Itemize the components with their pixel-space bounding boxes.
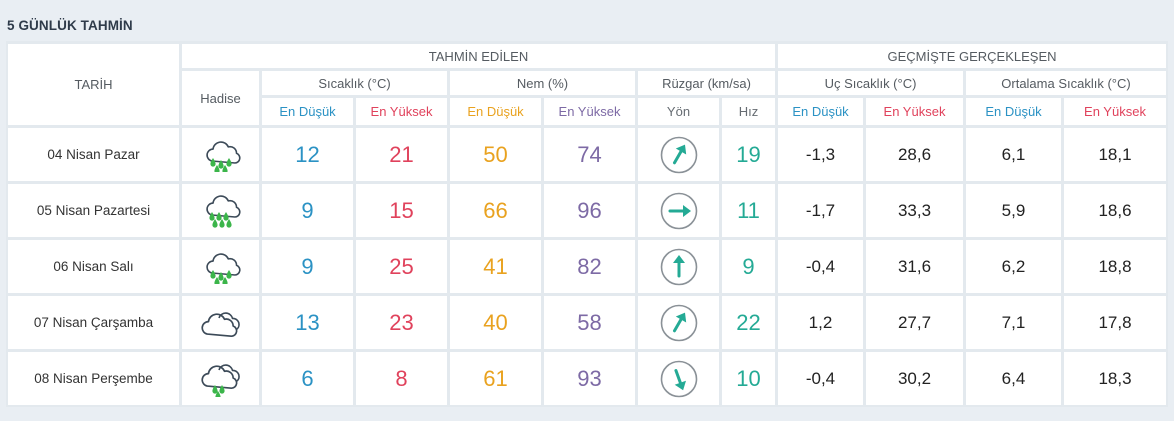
temp-max-cell: 25 (356, 240, 447, 293)
average-min-cell: 7,1 (966, 296, 1061, 349)
humidity-min-cell: 61 (450, 352, 541, 405)
humidity-max-cell: 93 (544, 352, 635, 405)
extreme-max-cell: 31,6 (866, 240, 963, 293)
wind-arrow-icon (659, 191, 699, 231)
header-sicaklik: Sıcaklık (°C) (262, 71, 447, 95)
header-hadise: Hadise (182, 71, 259, 125)
hadise-cell (182, 184, 259, 237)
humidity-max-cell: 74 (544, 128, 635, 181)
wind-direction-cell (638, 296, 719, 349)
temp-max-cell: 15 (356, 184, 447, 237)
wind-arrow-icon (659, 303, 699, 343)
temp-max-cell: 21 (356, 128, 447, 181)
wind-speed-cell: 9 (722, 240, 775, 293)
extreme-max-cell: 27,7 (866, 296, 963, 349)
wind-arrow-icon (659, 247, 699, 287)
wind-direction-cell (638, 184, 719, 237)
subheader-ortalama-en-dusuk: En Düşük (966, 98, 1061, 125)
wind-direction-cell (638, 128, 719, 181)
heavy-rain-cloud-icon (201, 193, 241, 229)
extreme-max-cell: 33,3 (866, 184, 963, 237)
average-min-cell: 6,1 (966, 128, 1061, 181)
hadise-cell (182, 128, 259, 181)
wind-direction-cell (638, 240, 719, 293)
average-min-cell: 6,4 (966, 352, 1061, 405)
wind-arrow-icon (659, 135, 699, 175)
temp-min-cell: 13 (262, 296, 353, 349)
rain-cloud-icon (201, 138, 241, 172)
average-min-cell: 5,9 (966, 184, 1061, 237)
extreme-max-cell: 28,6 (866, 128, 963, 181)
forecast-table: TARİH TAHMİN EDİLEN GEÇMİŞTE GERÇEKLEŞEN… (6, 41, 1168, 407)
header-ortalama-sicaklik: Ortalama Sıcaklık (°C) (966, 71, 1166, 95)
temp-min-cell: 12 (262, 128, 353, 181)
average-max-cell: 18,3 (1064, 352, 1166, 405)
extreme-min-cell: 1,2 (778, 296, 863, 349)
temp-min-cell: 6 (262, 352, 353, 405)
extreme-min-cell: -0,4 (778, 240, 863, 293)
temp-min-cell: 9 (262, 184, 353, 237)
subheader-uc-en-yuksek: En Yüksek (866, 98, 963, 125)
date-cell: 04 Nisan Pazar (8, 128, 179, 181)
subheader-uc-en-dusuk: En Düşük (778, 98, 863, 125)
temp-min-cell: 9 (262, 240, 353, 293)
subheader-ortalama-en-yuksek: En Yüksek (1064, 98, 1166, 125)
wind-speed-cell: 11 (722, 184, 775, 237)
average-max-cell: 18,1 (1064, 128, 1166, 181)
wind-direction-cell (638, 352, 719, 405)
wind-speed-cell: 10 (722, 352, 775, 405)
cloudy-icon (197, 309, 245, 337)
humidity-min-cell: 41 (450, 240, 541, 293)
rain-cloud-icon (201, 250, 241, 284)
header-gecmiste-gerceklesen: GEÇMİŞTE GERÇEKLEŞEN (778, 44, 1166, 68)
subheader-yon: Yön (638, 98, 719, 125)
subheader-nem-en-dusuk: En Düşük (450, 98, 541, 125)
extreme-min-cell: -0,4 (778, 352, 863, 405)
humidity-min-cell: 50 (450, 128, 541, 181)
average-min-cell: 6,2 (966, 240, 1061, 293)
subheader-sicaklik-en-dusuk: En Düşük (262, 98, 353, 125)
subheader-nem-en-yuksek: En Yüksek (544, 98, 635, 125)
humidity-min-cell: 66 (450, 184, 541, 237)
section-title: 5 GÜNLÜK TAHMİN (7, 18, 133, 33)
header-nem: Nem (%) (450, 71, 635, 95)
date-cell: 05 Nisan Pazartesi (8, 184, 179, 237)
date-cell: 08 Nisan Perşembe (8, 352, 179, 405)
header-ruzgar: Rüzgar (km/sa) (638, 71, 775, 95)
date-cell: 07 Nisan Çarşamba (8, 296, 179, 349)
extreme-max-cell: 30,2 (866, 352, 963, 405)
date-cell: 06 Nisan Salı (8, 240, 179, 293)
header-tahmin-edilen: TAHMİN EDİLEN (182, 44, 775, 68)
wind-arrow-icon (659, 359, 699, 399)
temp-max-cell: 8 (356, 352, 447, 405)
temp-max-cell: 23 (356, 296, 447, 349)
wind-speed-cell: 22 (722, 296, 775, 349)
cloud-rain-icon (197, 361, 245, 397)
humidity-min-cell: 40 (450, 296, 541, 349)
subheader-hiz: Hız (722, 98, 775, 125)
header-uc-sicaklik: Uç Sıcaklık (°C) (778, 71, 963, 95)
average-max-cell: 18,8 (1064, 240, 1166, 293)
hadise-cell (182, 352, 259, 405)
humidity-max-cell: 82 (544, 240, 635, 293)
average-max-cell: 18,6 (1064, 184, 1166, 237)
average-max-cell: 17,8 (1064, 296, 1166, 349)
header-tarih: TARİH (8, 44, 179, 125)
subheader-sicaklik-en-yuksek: En Yüksek (356, 98, 447, 125)
extreme-min-cell: -1,3 (778, 128, 863, 181)
extreme-min-cell: -1,7 (778, 184, 863, 237)
hadise-cell (182, 296, 259, 349)
hadise-cell (182, 240, 259, 293)
wind-speed-cell: 19 (722, 128, 775, 181)
humidity-max-cell: 58 (544, 296, 635, 349)
humidity-max-cell: 96 (544, 184, 635, 237)
